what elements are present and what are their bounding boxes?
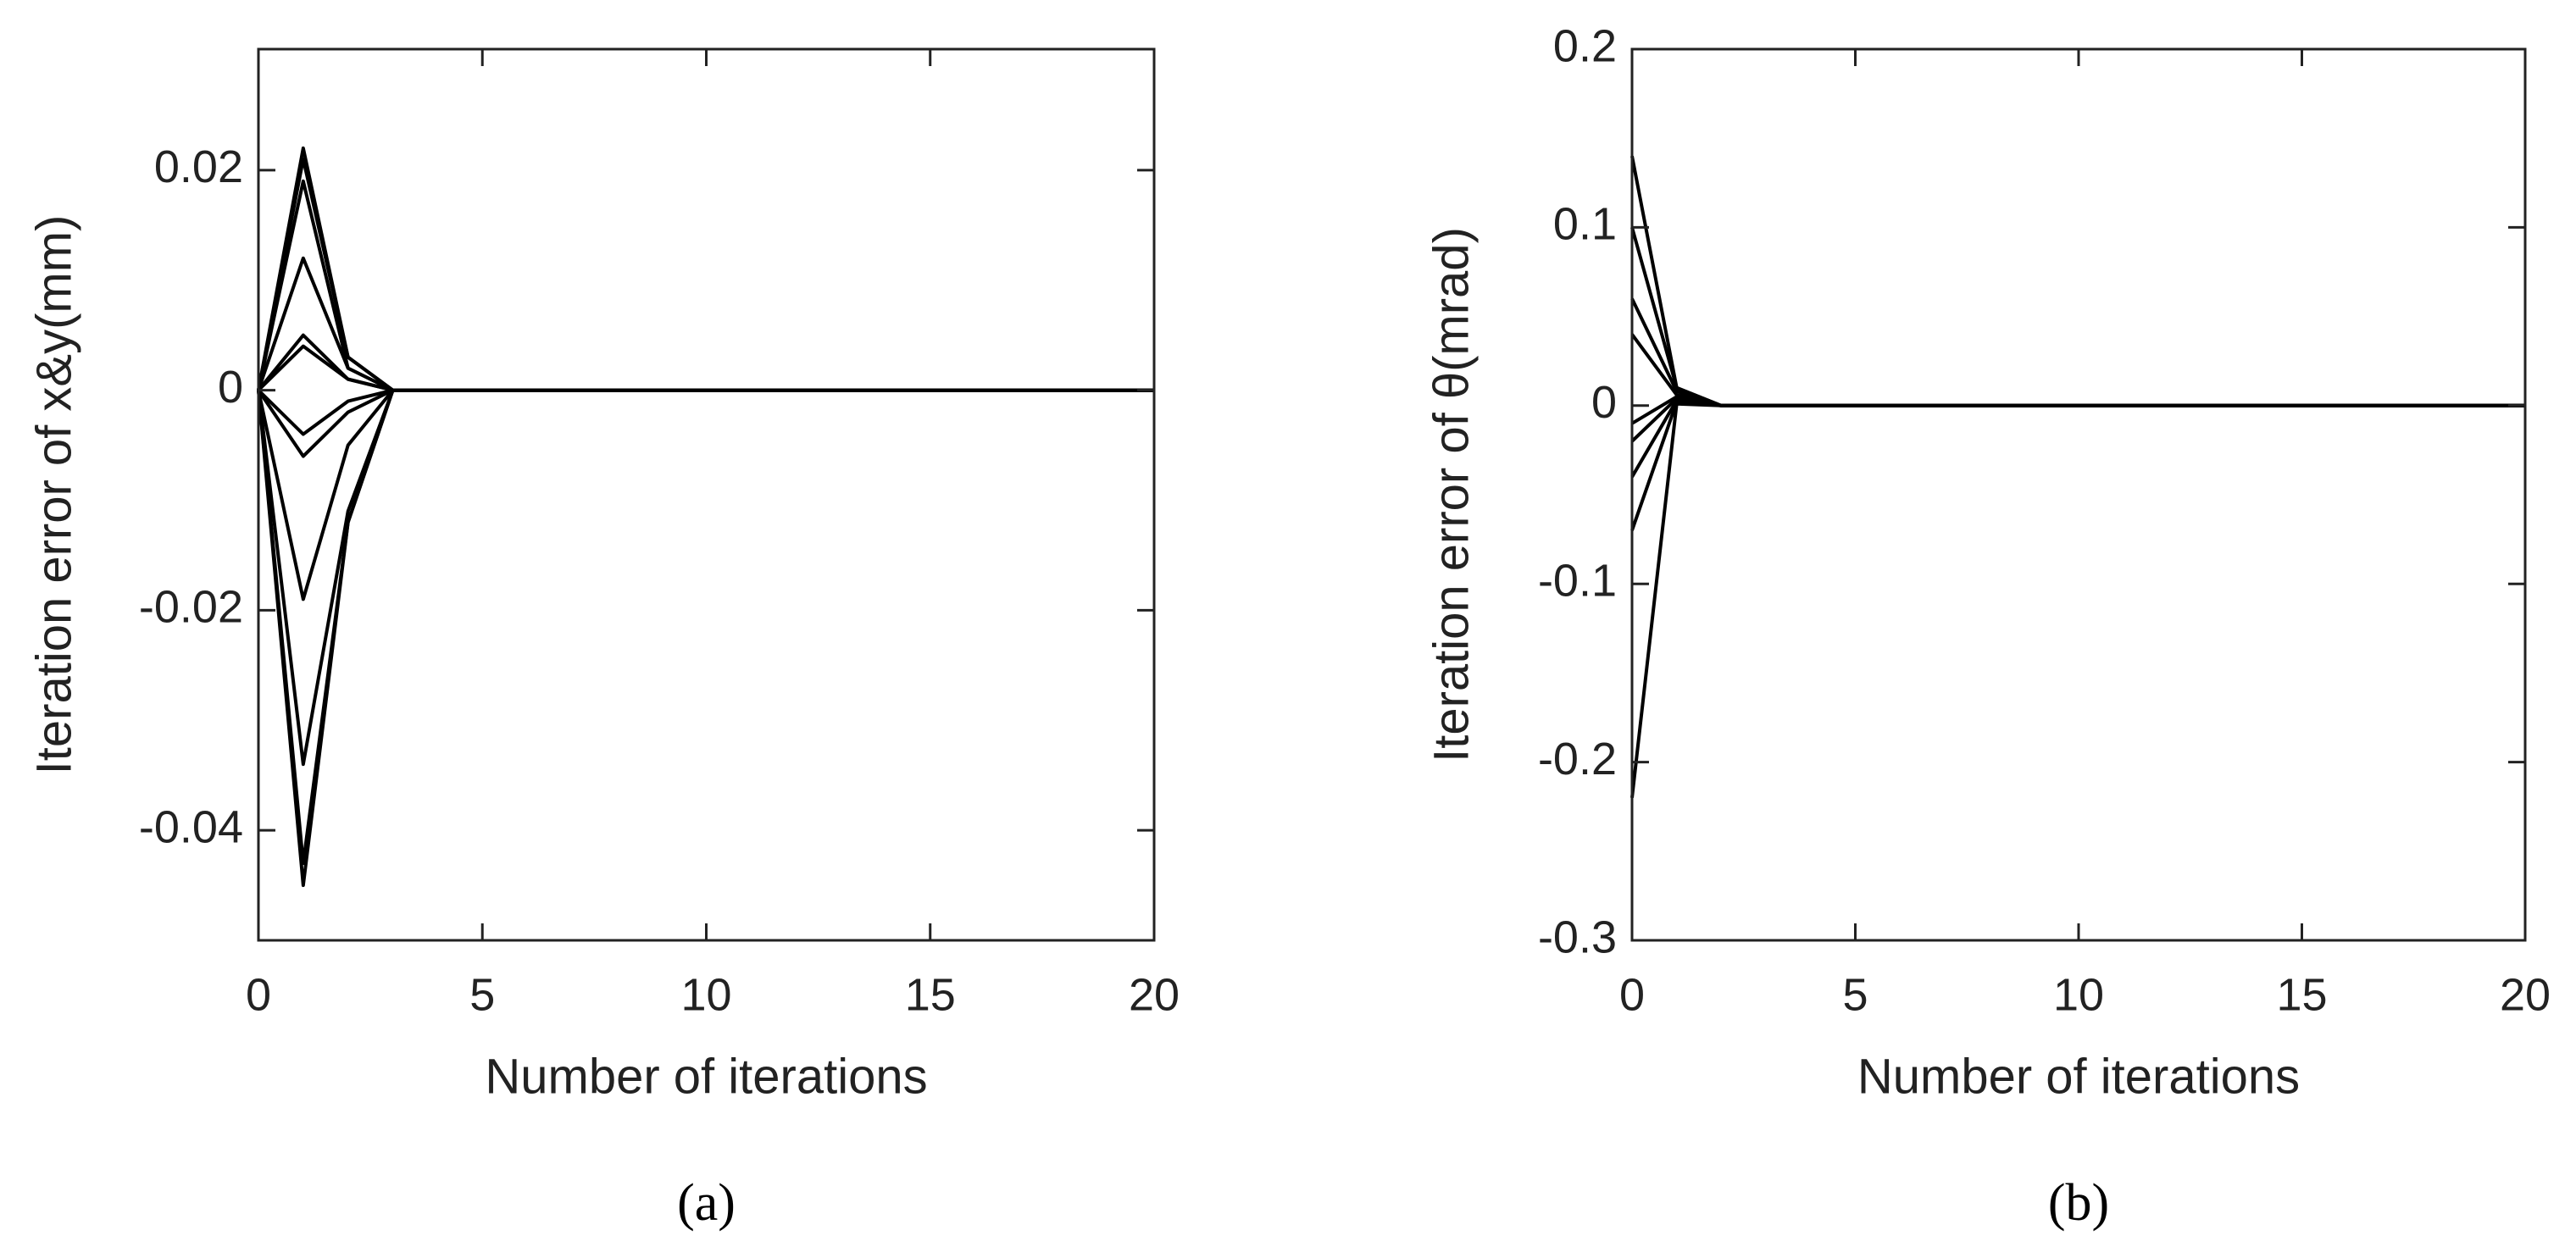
y-tick-label: 0.2 (1553, 20, 1617, 71)
series-line (257, 388, 1154, 888)
panel-label: (b) (2048, 1174, 2109, 1232)
x-axis-label: Number of iterations (485, 1049, 927, 1104)
series-line (1630, 402, 2525, 798)
x-tick-label: 0 (246, 969, 271, 1020)
y-axis-label: Iteration error of θ(mrad) (1424, 227, 1479, 762)
y-tick-label: -0.1 (1538, 555, 1617, 606)
x-tick-label: 0 (1619, 969, 1645, 1020)
x-tick-label: 10 (2053, 969, 2104, 1020)
x-tick-label: 5 (1842, 969, 1868, 1020)
y-tick-label: 0.02 (154, 141, 243, 192)
x-tick-label: 15 (2276, 969, 2327, 1020)
x-tick-label: 10 (680, 969, 731, 1020)
y-tick-label: -0.3 (1538, 912, 1617, 962)
y-tick-label: -0.2 (1538, 734, 1617, 784)
plot-area (258, 49, 1154, 940)
x-tick-label: 15 (905, 969, 956, 1020)
y-tick-label: 0.1 (1553, 199, 1617, 250)
y-tick-label: 0 (1591, 377, 1617, 428)
x-tick-label: 20 (2500, 969, 2551, 1020)
x-tick-label: 20 (1129, 969, 1180, 1020)
y-axis-label: Iteration error of x&y(mm) (26, 215, 81, 775)
x-tick-label: 5 (469, 969, 495, 1020)
plot-area (1632, 49, 2525, 940)
y-tick-label: -0.02 (139, 582, 243, 633)
x-axis-label: Number of iterations (1857, 1049, 2300, 1104)
panel-label: (a) (677, 1174, 736, 1232)
y-tick-label: 0 (218, 362, 243, 413)
y-tick-label: -0.04 (139, 801, 243, 852)
